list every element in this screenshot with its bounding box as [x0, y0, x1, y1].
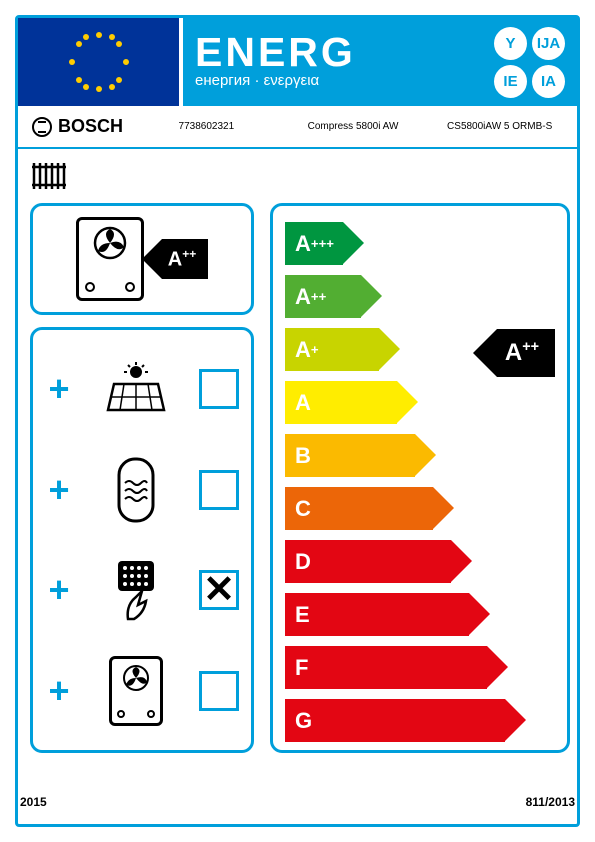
brand-name: BOSCH — [58, 116, 123, 137]
scale-row-f: F — [285, 644, 567, 691]
scale-row-aplusplusplus: A+++ — [285, 220, 567, 267]
control-checkbox[interactable] — [199, 570, 239, 610]
badge-y: Y — [494, 27, 527, 60]
scale-row-aplusplus: A++ — [285, 273, 567, 320]
eu-stars-icon — [54, 27, 144, 97]
scale-row-b: B — [285, 432, 567, 479]
plus-icon: + — [45, 469, 73, 511]
product-code-3: CS5800iAW 5 ORMB-S — [436, 121, 563, 132]
badge-ija: IJA — [532, 27, 565, 60]
badge-ie: IE — [494, 65, 527, 98]
efficiency-scale-panel: A+++A++A+ABCDEFG A++ — [270, 203, 570, 753]
solar-checkbox[interactable] — [199, 369, 239, 409]
hot-water-tank-icon — [115, 455, 157, 525]
product-rating-badge: A++ — [497, 329, 555, 377]
heater-checkbox[interactable] — [199, 671, 239, 711]
energy-label-frame: ENERG енергия · ενεργεια Y IJA IE IA BOS… — [15, 15, 580, 827]
bosch-logo: BOSCH — [32, 116, 123, 137]
radiator-icon — [30, 157, 72, 193]
temperature-control-icon — [108, 557, 164, 623]
product-row: BOSCH 7738602321 Compress 5800i AW CS580… — [18, 106, 577, 149]
scale-row-d: D — [285, 538, 567, 585]
main-content: A++ + — [18, 149, 577, 809]
supplementary-heater-icon — [109, 656, 163, 726]
bosch-logo-icon — [32, 117, 52, 137]
scale-row-e: E — [285, 591, 567, 638]
energy-banner: ENERG енергия · ενεργεια Y IJA IE IA — [183, 18, 577, 106]
heat-pump-icon — [76, 217, 144, 301]
product-code-2: Compress 5800i AW — [290, 121, 417, 132]
energy-title: ENERG — [195, 35, 484, 70]
efficiency-scale: A+++A++A+ABCDEFG — [285, 220, 567, 744]
plus-icon: + — [45, 569, 73, 611]
product-code-1: 7738602321 — [143, 121, 270, 132]
component-row-tank: + — [45, 445, 239, 535]
header: ENERG енергия · ενεργεια Y IJA IE IA — [18, 18, 577, 106]
footer-regulation: 811/2013 — [526, 795, 575, 809]
scale-row-g: G — [285, 697, 567, 744]
component-row-heater: + — [45, 646, 239, 736]
language-badges: Y IJA IE IA — [494, 27, 565, 98]
component-row-solar: + — [45, 344, 239, 434]
primary-rating-badge: A++ — [162, 239, 208, 279]
product-rating-indicator: A++ — [497, 329, 555, 377]
footer-year: 2015 — [20, 795, 47, 809]
plus-icon: + — [45, 368, 73, 410]
tank-checkbox[interactable] — [199, 470, 239, 510]
primary-product-panel: A++ — [30, 203, 254, 315]
scale-row-c: C — [285, 485, 567, 532]
component-row-control: + — [45, 545, 239, 635]
package-components-panel: + — [30, 327, 254, 753]
eu-flag — [18, 18, 183, 106]
scale-row-a: A — [285, 379, 567, 426]
badge-ia: IA — [532, 65, 565, 98]
plus-icon: + — [45, 670, 73, 712]
solar-collector-icon — [106, 362, 166, 416]
